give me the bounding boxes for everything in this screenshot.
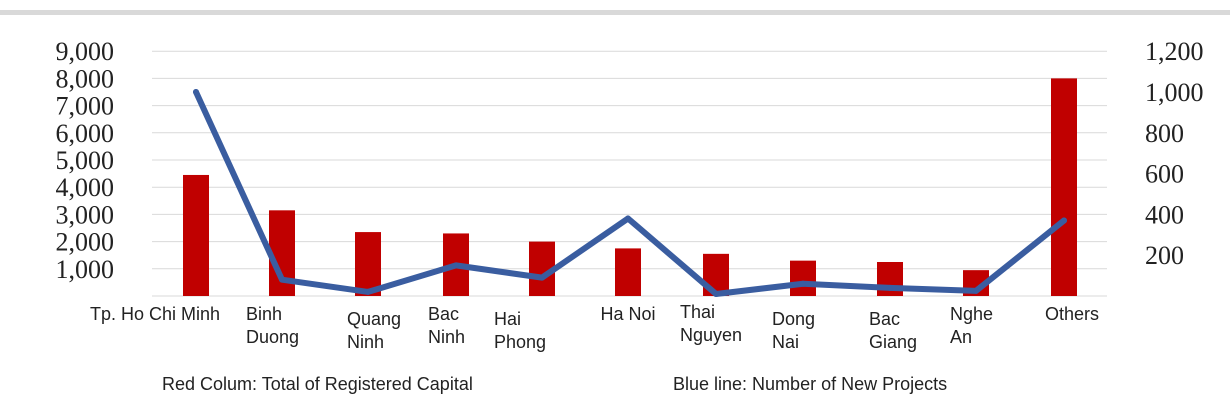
category-label-line: Quang bbox=[347, 309, 401, 329]
right-tick-label: 1,000 bbox=[1145, 78, 1204, 107]
line-point bbox=[800, 280, 806, 287]
line-point bbox=[539, 274, 545, 281]
category-label: Quang Ninh bbox=[347, 309, 401, 352]
bar bbox=[615, 248, 641, 296]
category-label: Dong Nai bbox=[772, 309, 815, 352]
right-axis: 200 400 600 800 1,000 1,200 bbox=[1145, 37, 1204, 270]
line-point bbox=[973, 287, 979, 294]
right-tick-label: 800 bbox=[1145, 119, 1184, 148]
combo-chart: 1,0002,0003,0004,0005,0006,0007,0008,000… bbox=[56, 37, 1204, 352]
left-tick-label: 8,000 bbox=[56, 64, 115, 93]
category-label: Bac Ninh bbox=[428, 304, 465, 347]
category-label-line: Ha Noi bbox=[600, 304, 655, 324]
left-tick-label: 5,000 bbox=[56, 146, 115, 175]
left-tick-label: 6,000 bbox=[56, 119, 115, 148]
category-label-line: Ninh bbox=[347, 332, 384, 352]
right-tick-label: 200 bbox=[1145, 241, 1184, 270]
left-tick-label: 2,000 bbox=[56, 228, 115, 257]
right-tick-label: 400 bbox=[1145, 200, 1184, 229]
line-point bbox=[887, 284, 893, 291]
category-label: Tp. Ho Chi Minh bbox=[90, 304, 220, 324]
line-point bbox=[365, 288, 371, 295]
left-axis: 1,0002,0003,0004,0005,0006,0007,0008,000… bbox=[56, 37, 115, 284]
line-point bbox=[713, 290, 719, 297]
line-point bbox=[279, 276, 285, 283]
category-label: Hai Phong bbox=[494, 309, 546, 352]
top-rule bbox=[0, 10, 1230, 15]
left-tick-label: 7,000 bbox=[56, 92, 115, 121]
category-label: Nghe An bbox=[950, 304, 993, 347]
right-tick-label: 1,200 bbox=[1145, 37, 1204, 66]
bar bbox=[1051, 78, 1077, 297]
left-tick-label: 4,000 bbox=[56, 173, 115, 202]
category-label: Others bbox=[1045, 304, 1099, 324]
left-tick-label: 9,000 bbox=[56, 37, 115, 66]
category-label-line: Nai bbox=[772, 332, 799, 352]
category-label-line: Bac bbox=[869, 309, 900, 329]
category-label-line: Phong bbox=[494, 332, 546, 352]
category-label: Ha Noi bbox=[600, 304, 655, 324]
category-label-line: An bbox=[950, 327, 972, 347]
category-label-line: Nghe bbox=[950, 304, 993, 324]
category-label-line: Binh bbox=[246, 304, 282, 324]
category-label: Bac Giang bbox=[869, 309, 917, 352]
category-label-line: Bac bbox=[428, 304, 459, 324]
bar bbox=[355, 232, 381, 296]
bar-series bbox=[183, 78, 1077, 297]
left-tick-label: 1,000 bbox=[56, 255, 115, 284]
category-label-line: Hai bbox=[494, 309, 521, 329]
category-label-line: Dong bbox=[772, 309, 815, 329]
category-label: Binh Duong bbox=[246, 304, 299, 347]
line-series-note: Blue line: Number of New Projects bbox=[673, 374, 948, 394]
category-label-line: Others bbox=[1045, 304, 1099, 324]
right-tick-label: 600 bbox=[1145, 160, 1184, 189]
category-label: Thai Nguyen bbox=[680, 302, 742, 345]
line-series bbox=[193, 89, 1067, 297]
line-point bbox=[193, 89, 199, 95]
category-label-line: Ninh bbox=[428, 327, 465, 347]
bar bbox=[790, 260, 816, 296]
bar-series-note: Red Colum: Total of Registered Capital bbox=[162, 374, 473, 394]
category-label-line: Nguyen bbox=[680, 325, 742, 345]
line-point bbox=[1061, 217, 1067, 224]
line-point bbox=[625, 215, 631, 222]
category-label-line: Giang bbox=[869, 332, 917, 352]
bar bbox=[183, 174, 209, 296]
category-labels: Tp. Ho Chi Minh Binh Duong Quang Ninh Bac Ninh… bbox=[90, 302, 1099, 352]
line-point bbox=[453, 262, 459, 269]
category-label-line: Tp. Ho Chi Minh bbox=[90, 304, 220, 324]
left-tick-label: 3,000 bbox=[56, 200, 115, 229]
category-label-line: Duong bbox=[246, 327, 299, 347]
category-label-line: Thai bbox=[680, 302, 715, 322]
gridlines bbox=[152, 50, 1107, 297]
